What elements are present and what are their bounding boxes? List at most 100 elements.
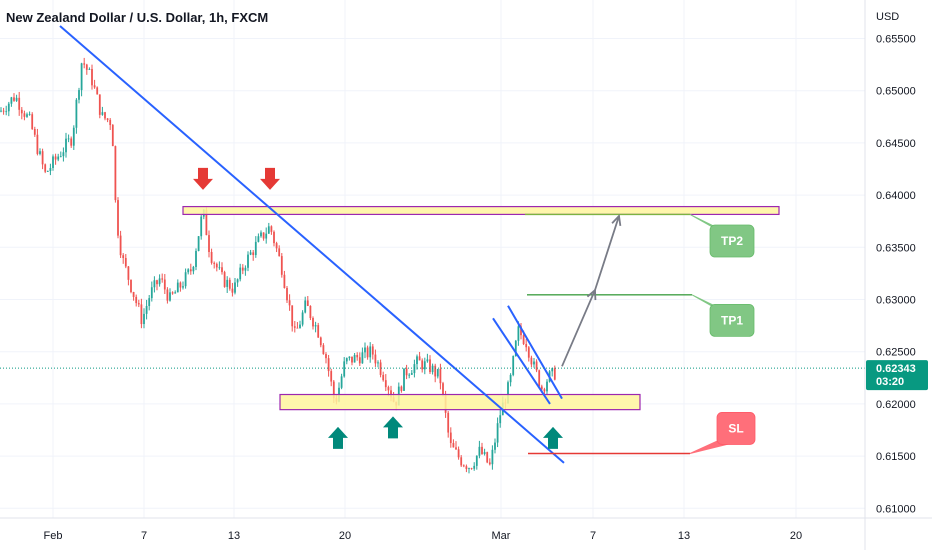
- candle-up: [431, 365, 434, 373]
- candle-down: [379, 362, 382, 375]
- candle-up: [158, 278, 161, 285]
- candle-up: [533, 361, 535, 365]
- arrow-up-marker: [383, 416, 403, 439]
- candle-down: [104, 112, 106, 119]
- candle-down: [543, 389, 546, 392]
- arrow-down-marker: [260, 167, 280, 190]
- candle-down: [41, 151, 44, 165]
- candle-up: [184, 272, 187, 287]
- candle-down: [387, 387, 390, 391]
- candle-down: [122, 255, 125, 259]
- candle-up: [239, 267, 242, 280]
- projection-arrowhead-1: [586, 288, 597, 301]
- candle-down: [452, 443, 455, 448]
- candle-down: [296, 327, 299, 329]
- tag-label-sl: SL: [728, 421, 743, 435]
- candle-up: [436, 368, 439, 377]
- candle-up: [195, 250, 197, 267]
- candle-down: [418, 356, 421, 361]
- candle-up: [408, 374, 411, 376]
- candle-up: [200, 216, 203, 237]
- tag-label-tp2: TP2: [721, 234, 743, 248]
- time-tick-label: 13: [678, 530, 690, 542]
- candle-down: [98, 94, 101, 115]
- candle-down: [117, 200, 119, 236]
- candle-up: [267, 226, 270, 234]
- arrow-down-marker: [193, 167, 213, 190]
- candle-up: [257, 236, 260, 242]
- candle-down: [309, 305, 312, 319]
- candle-up: [65, 138, 67, 153]
- candle-down: [421, 360, 424, 370]
- candle-up: [26, 114, 28, 117]
- candle-down: [553, 368, 556, 380]
- time-tick-label: 20: [790, 530, 802, 542]
- candle-up: [348, 356, 351, 359]
- candle-down: [241, 267, 244, 271]
- candle-up: [491, 449, 494, 465]
- time-axis[interactable]: Feb 7 13 20 Mar 7 13 20: [0, 517, 932, 542]
- candle-up: [423, 361, 426, 370]
- candle-up: [145, 305, 148, 314]
- trendline-1: [59, 25, 565, 464]
- zone-resistance: [182, 205, 780, 216]
- candle-up: [509, 374, 512, 383]
- candle-down: [470, 468, 473, 470]
- candle-down: [527, 347, 530, 358]
- time-tick-label: 7: [590, 530, 596, 542]
- candle-down: [522, 335, 525, 345]
- candle-up: [304, 300, 307, 313]
- candle-down: [455, 447, 457, 450]
- candle-up: [301, 312, 304, 325]
- candle-up: [496, 423, 499, 443]
- candle-up: [10, 97, 13, 104]
- candle-down: [106, 118, 109, 120]
- candle-down: [130, 279, 132, 293]
- candle-down: [434, 365, 437, 377]
- candle-up: [78, 90, 80, 100]
- candle-up: [475, 455, 478, 466]
- candle-down: [70, 138, 73, 146]
- candle-down: [520, 326, 522, 336]
- candle-down: [312, 318, 314, 327]
- candle-down: [371, 346, 374, 355]
- candle-down: [262, 232, 265, 239]
- price-tick-label: 0.65000: [876, 86, 916, 98]
- price-axis[interactable]: 0.65500 0.65000 0.64500 0.64000 0.63500 0.630…: [864, 0, 928, 550]
- candle-up: [192, 266, 195, 272]
- candle-down: [83, 63, 86, 65]
- candle-up: [7, 103, 10, 112]
- tag-sl: [716, 412, 756, 445]
- time-tick-label: 20: [339, 530, 351, 542]
- candle-down: [530, 357, 533, 365]
- candle-down: [179, 282, 182, 288]
- trendline-2: [492, 317, 551, 405]
- candle-up: [197, 236, 200, 251]
- candle-up: [377, 362, 379, 364]
- candle-up: [403, 368, 405, 391]
- candle-down: [18, 97, 21, 110]
- candle-up: [410, 373, 413, 375]
- candle-up: [551, 368, 554, 372]
- candle-up: [174, 292, 177, 294]
- current-price-countdown: 03:20: [876, 376, 904, 388]
- candle-up: [260, 232, 262, 237]
- tag-tp1: [709, 303, 755, 337]
- candle-down: [93, 85, 96, 88]
- candle-up: [187, 269, 190, 273]
- candle-down: [114, 146, 117, 201]
- candle-down: [390, 390, 392, 398]
- candle-down: [205, 209, 208, 236]
- candle-down: [481, 446, 483, 454]
- candle-up: [416, 356, 418, 365]
- candle-down: [317, 325, 320, 338]
- candle-down: [462, 465, 465, 467]
- candle-up: [514, 340, 517, 357]
- candle-down: [23, 113, 26, 117]
- candle-up: [80, 63, 83, 91]
- candle-down: [137, 303, 140, 305]
- candle-down: [384, 380, 387, 388]
- candle-up: [249, 252, 252, 255]
- candle-down: [525, 344, 528, 348]
